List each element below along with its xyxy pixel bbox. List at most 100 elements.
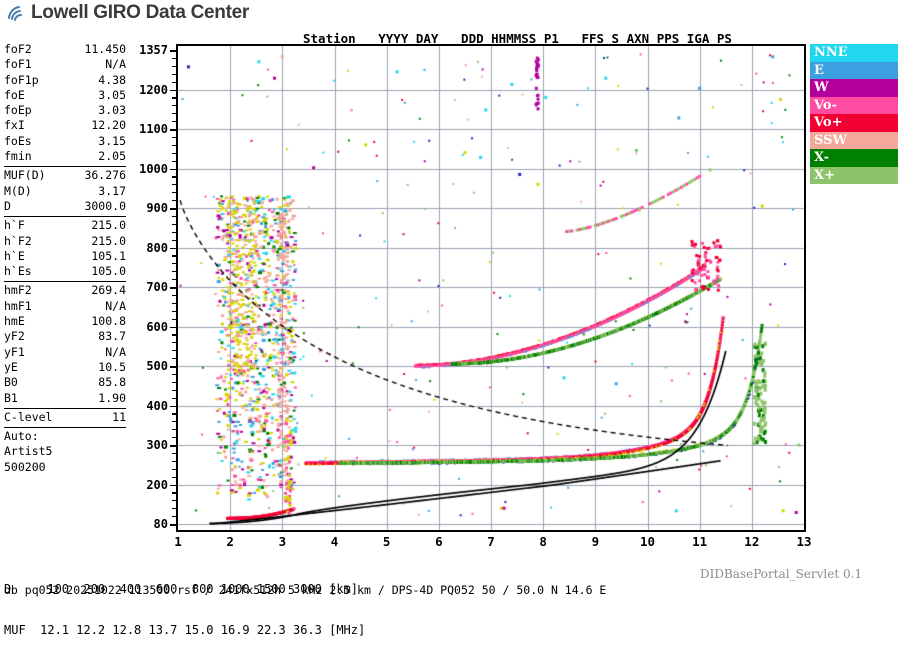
y-axis-minor-tick xyxy=(172,271,176,273)
ionogram-parameters-panel: foF2 11.450 foF1 N/A foF1p 4.38 foE 3.05 foEp 3.0… xyxy=(4,42,126,475)
param-value: N/A xyxy=(105,298,126,313)
y-axis-major-tick xyxy=(170,129,176,131)
legend-item-x[interactable]: X- xyxy=(810,149,898,167)
param-row: yF2 83.7 xyxy=(4,329,126,344)
param-row: C-level 11 xyxy=(4,410,126,425)
y-axis-major-tick xyxy=(170,405,176,408)
y-axis-minor-tick xyxy=(172,57,176,60)
brand-title: Lowell GIRO Data Center xyxy=(31,2,249,23)
legend-item-e[interactable]: E xyxy=(810,61,898,79)
legend-item-vo[interactable]: Vo+ xyxy=(810,114,898,132)
param-value: 12.20 xyxy=(91,118,126,133)
y-axis-minor-tick xyxy=(172,121,176,123)
y-axis-minor-tick xyxy=(172,160,176,162)
x-axis-tick-label: 13 xyxy=(796,534,812,549)
param-key: foE xyxy=(4,87,25,102)
param-row: foF1p 4.38 xyxy=(4,73,126,88)
y-axis-major-tick xyxy=(170,445,176,447)
x-axis-tick-label: 6 xyxy=(435,534,443,549)
param-row: foF2 11.450 xyxy=(4,42,126,57)
param-key: D xyxy=(4,198,11,213)
y-axis-major-tick xyxy=(170,484,176,487)
y-axis-minor-tick xyxy=(172,342,176,344)
y-axis-minor-tick xyxy=(172,176,176,178)
param-value: N/A xyxy=(105,57,126,72)
y-axis-minor-tick xyxy=(172,73,176,75)
y-axis-tick-label: 1100 xyxy=(139,122,168,136)
y-axis-minor-tick xyxy=(172,215,176,218)
legend-item-x[interactable]: X+ xyxy=(810,166,898,184)
station-header-columns: Station YYYY DAY DDD HHMMSS P1 FFS S AXN… xyxy=(303,31,732,46)
y-axis-tick-label: 80 xyxy=(153,517,168,531)
y-axis-tick-label: 800 xyxy=(146,240,168,255)
param-value: 3.05 xyxy=(98,87,126,102)
muf-scale-row: MUF 12.1 12.2 12.8 13.7 15.0 16.9 22.3 3… xyxy=(4,622,366,637)
brand-header: Lowell GIRO Data Center xyxy=(6,2,249,24)
ionogram-plot-area[interactable] xyxy=(176,44,806,532)
param-key: foEp xyxy=(4,103,32,118)
y-axis-minor-tick xyxy=(172,468,176,470)
param-value: 36.276 xyxy=(84,168,126,183)
y-axis-minor-tick xyxy=(172,231,176,233)
legend-item-vo[interactable]: Vo- xyxy=(810,96,898,114)
y-axis-ticks xyxy=(170,44,176,532)
param-row: B1 1.90 xyxy=(4,391,126,406)
source-file-line: db pq052 20251022 113500.rsf / 241fx512h… xyxy=(4,583,607,597)
y-axis-major-tick xyxy=(170,247,176,250)
y-axis-minor-tick xyxy=(172,294,176,297)
param-row: yF1 N/A xyxy=(4,345,126,360)
polarization-legend[interactable]: NNE E W Vo- Vo+ SSW X- X+ xyxy=(810,44,898,184)
servlet-version-label: DIDBasePortal_Servlet 0.1 xyxy=(700,567,863,581)
param-row: M(D) 3.17 xyxy=(4,184,126,199)
param-key: M(D) xyxy=(4,183,32,198)
param-key: fxI xyxy=(4,118,25,133)
x-axis-tick-label: 2 xyxy=(226,534,234,549)
y-axis-tick-label: 400 xyxy=(146,398,168,413)
param-row: h`F 215.0 xyxy=(4,218,126,233)
param-key: foF2 xyxy=(4,42,32,56)
y-axis-minor-tick xyxy=(172,239,176,241)
y-axis-tick-label: 300 xyxy=(146,438,168,452)
x-axis-tick-label: 10 xyxy=(639,534,656,549)
y-axis-minor-tick xyxy=(172,460,176,462)
legend-item-nne[interactable]: NNE xyxy=(810,44,898,62)
param-value: 2.05 xyxy=(98,149,126,164)
y-axis-minor-tick xyxy=(172,144,176,146)
y-axis-tick-label: 900 xyxy=(146,201,168,215)
param-key: yF2 xyxy=(4,329,25,344)
param-row: h`E 105.1 xyxy=(4,249,126,264)
y-axis-minor-tick xyxy=(172,136,176,139)
y-axis-tick-label: 700 xyxy=(146,280,168,294)
param-value: 11.450 xyxy=(84,42,126,56)
param-row: foF1 N/A xyxy=(4,57,126,72)
param-row: MUF(D) 36.276 xyxy=(4,168,126,183)
param-value: 215.0 xyxy=(91,233,126,248)
y-axis-major-tick xyxy=(170,287,176,289)
y-axis-minor-tick xyxy=(172,421,176,423)
y-axis-major-tick xyxy=(170,524,176,526)
param-value: 83.7 xyxy=(98,329,126,344)
param-value: 269.4 xyxy=(91,283,126,298)
y-axis-labels: 1357 1200 1100 1000 900 800 700 600 500 400 300 200… xyxy=(130,43,176,532)
param-row: h`F2 215.0 xyxy=(4,234,126,249)
x-axis-tick-label: 3 xyxy=(278,534,287,549)
y-axis-minor-tick xyxy=(172,373,176,376)
param-value: 10.5 xyxy=(98,359,126,374)
y-axis-minor-tick xyxy=(172,65,176,67)
param-key: foEs xyxy=(4,133,32,148)
param-value: 3000.0 xyxy=(84,198,126,213)
legend-item-ssw[interactable]: SSW xyxy=(810,131,898,149)
y-axis-minor-tick xyxy=(172,192,176,194)
y-axis-minor-tick xyxy=(172,452,176,455)
y-axis-tick-label: 1357 xyxy=(139,43,168,57)
y-axis-minor-tick xyxy=(172,310,176,312)
param-row: fxI 12.20 xyxy=(4,118,126,133)
param-row: foEp 3.03 xyxy=(4,103,126,118)
param-value: 3.15 xyxy=(98,133,126,148)
y-axis-major-tick xyxy=(170,366,176,368)
param-row: hmF2 269.4 xyxy=(4,283,126,298)
x-axis-tick-label: 5 xyxy=(382,534,391,549)
y-axis-tick-label: 1200 xyxy=(139,82,168,97)
x-axis-tick-label: 8 xyxy=(539,534,547,549)
legend-item-w[interactable]: W xyxy=(810,79,898,97)
